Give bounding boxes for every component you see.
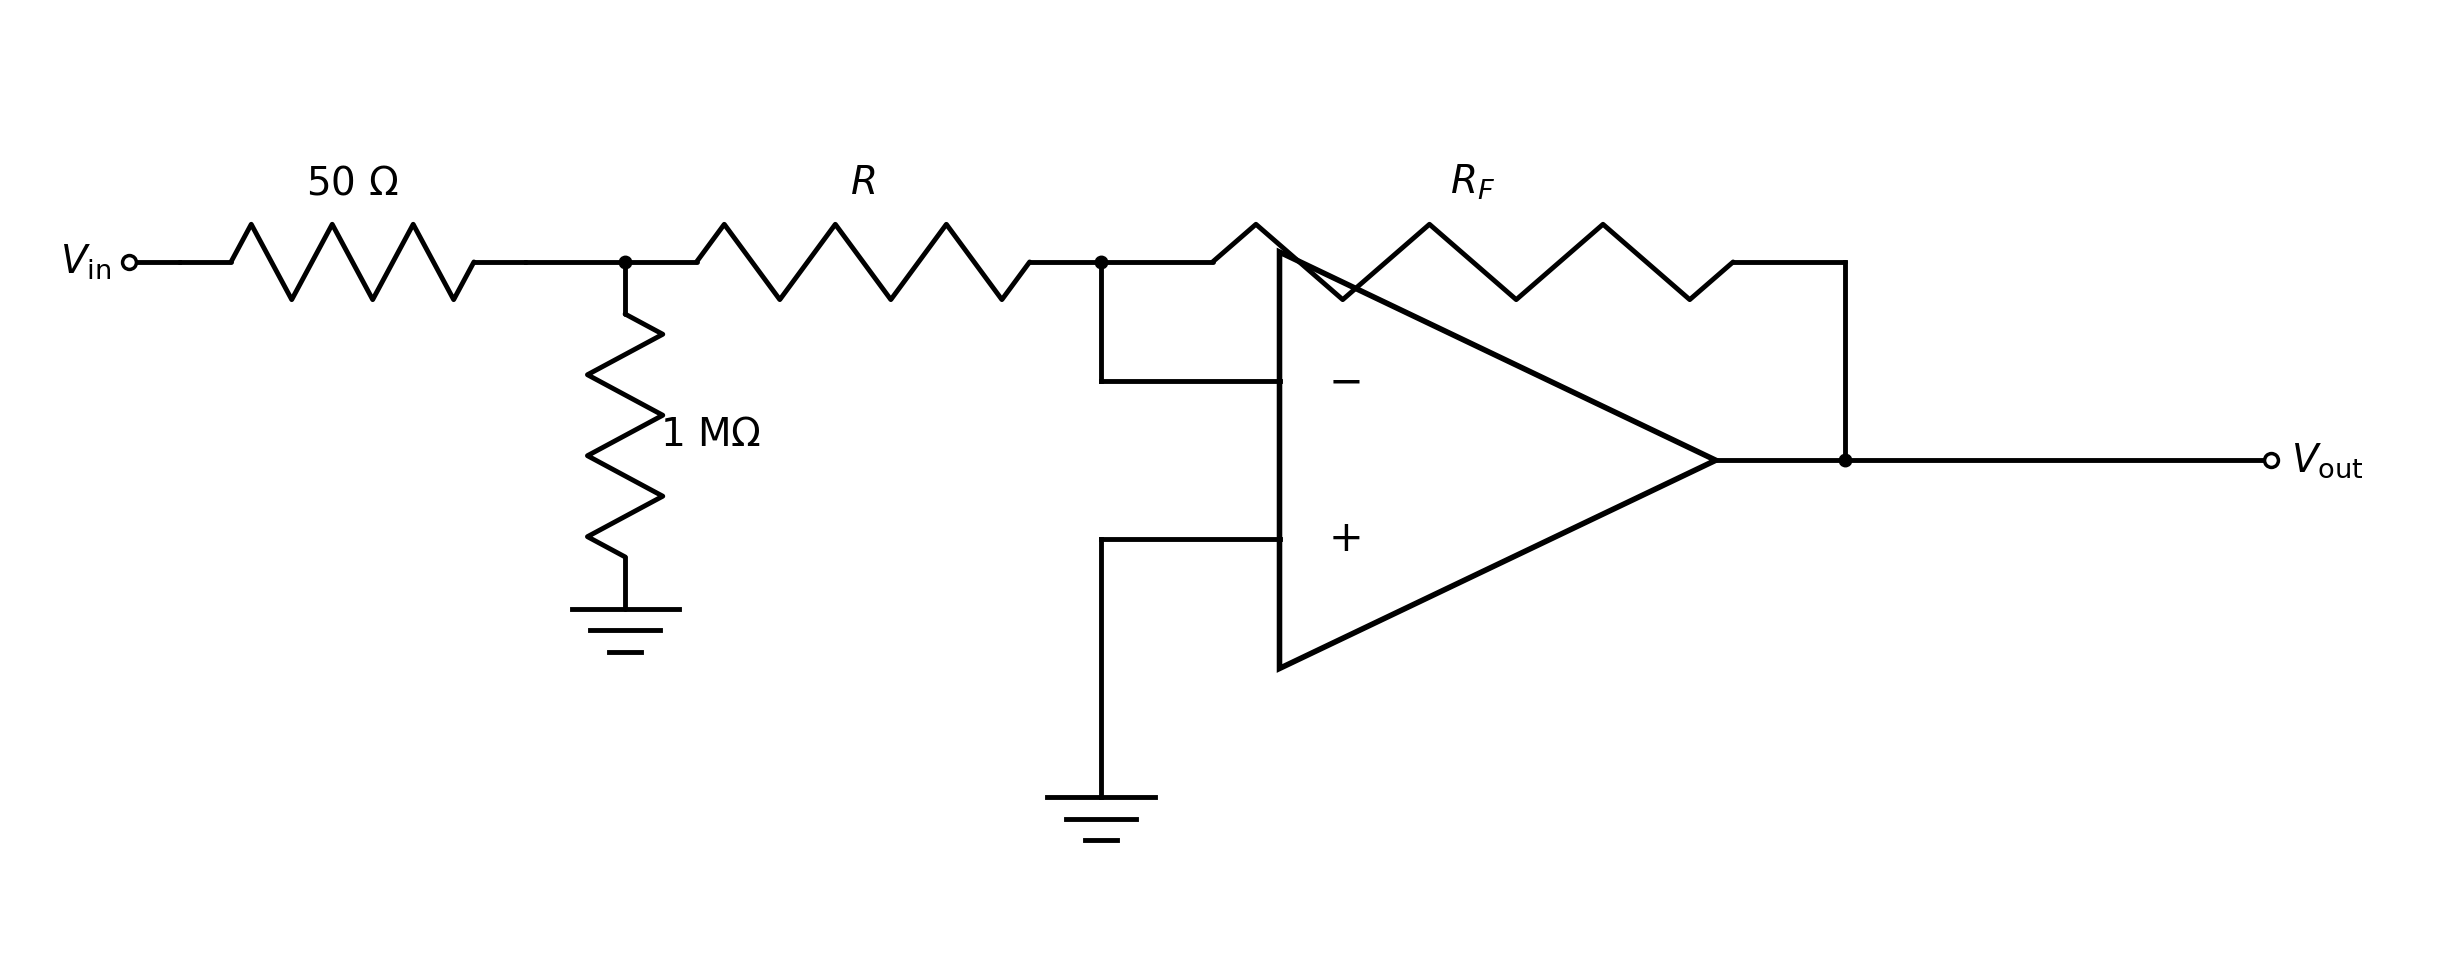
Text: $1\ \mathrm{M}\Omega$: $1\ \mathrm{M}\Omega$ [660, 416, 760, 454]
Text: $-$: $-$ [1327, 360, 1361, 402]
Text: $+$: $+$ [1327, 518, 1361, 561]
Text: $V_{\mathrm{in}}$: $V_{\mathrm{in}}$ [61, 242, 112, 281]
Text: $50\ \Omega$: $50\ \Omega$ [306, 166, 398, 203]
Text: $R$: $R$ [851, 166, 875, 203]
Text: $V_{\mathrm{out}}$: $V_{\mathrm{out}}$ [2290, 441, 2363, 479]
Text: $R_F$: $R_F$ [1449, 163, 1496, 203]
